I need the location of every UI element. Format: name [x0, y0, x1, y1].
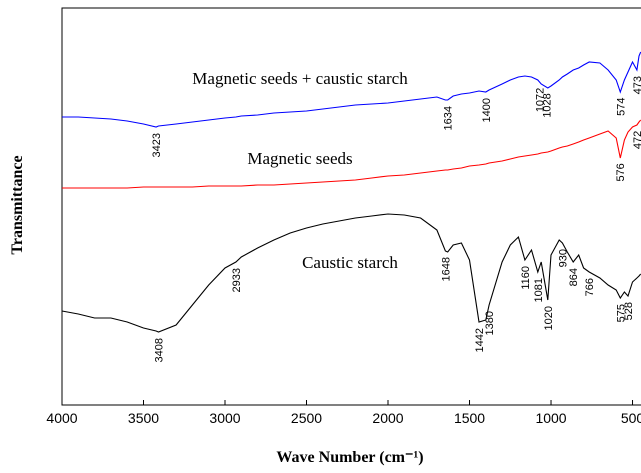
x-tick-label: 2500: [291, 410, 322, 426]
x-tick-label: 1000: [535, 410, 566, 426]
peak-label: 1400: [481, 98, 493, 122]
x-axis-title: Wave Number (cm⁻¹): [276, 449, 423, 466]
peak-label: 528: [623, 302, 635, 320]
peak-label: 472: [632, 131, 641, 149]
peak-label: 1442: [474, 328, 486, 352]
peak-label: 576: [615, 163, 627, 181]
peak-label: 2933: [231, 268, 243, 292]
x-tick-label: 4000: [46, 410, 77, 426]
peak-label: 1081: [533, 278, 545, 302]
peak-label: 1380: [484, 311, 496, 335]
plot-frame: [61, 7, 641, 406]
peak-label: 473: [632, 76, 641, 94]
series-name: Magnetic seeds: [247, 149, 352, 168]
x-tick-label: 3500: [128, 410, 159, 426]
spectrum-line: [61, 213, 641, 333]
peak-label: 1028: [542, 93, 554, 117]
peak-label: 3423: [151, 133, 163, 157]
peak-label: 1648: [440, 257, 452, 281]
x-tick-label: 2000: [372, 410, 403, 426]
x-tick-label: 1500: [454, 410, 485, 426]
spectrum-line: [62, 119, 641, 189]
series-name: Magnetic seeds + caustic starch: [192, 69, 408, 88]
spectrum-line: [62, 51, 641, 128]
peak-label: 575: [615, 304, 627, 322]
peak-label: 930: [557, 249, 569, 267]
peak-label: 574: [616, 98, 628, 116]
x-tick-label: 500: [621, 410, 641, 426]
peak-label: 3408: [154, 338, 166, 362]
peak-label: 1160: [520, 266, 532, 290]
peak-label: 1020: [543, 306, 555, 330]
peak-label: 766: [584, 278, 596, 296]
x-tick-label: 3000: [209, 410, 240, 426]
peak-label: 864: [568, 268, 580, 286]
y-axis-title: Transmittance: [9, 155, 26, 254]
series-name: Caustic starch: [302, 253, 398, 272]
peak-label: 1072: [534, 88, 546, 112]
peak-label: 1634: [443, 106, 455, 130]
